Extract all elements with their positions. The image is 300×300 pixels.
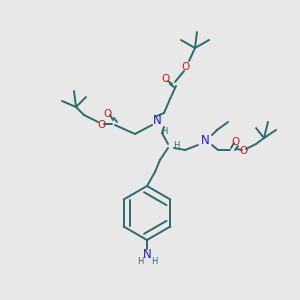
Text: N: N [201, 134, 209, 146]
Text: H: H [173, 140, 179, 149]
Text: O: O [97, 120, 105, 130]
Text: H: H [161, 128, 167, 136]
Text: O: O [232, 137, 240, 147]
Text: O: O [182, 62, 190, 72]
Text: N: N [142, 248, 152, 262]
Text: O: O [104, 109, 112, 119]
Text: N: N [153, 115, 161, 128]
Text: O: O [240, 146, 248, 156]
Text: H: H [151, 257, 157, 266]
Text: O: O [162, 74, 170, 84]
Text: H: H [137, 257, 143, 266]
